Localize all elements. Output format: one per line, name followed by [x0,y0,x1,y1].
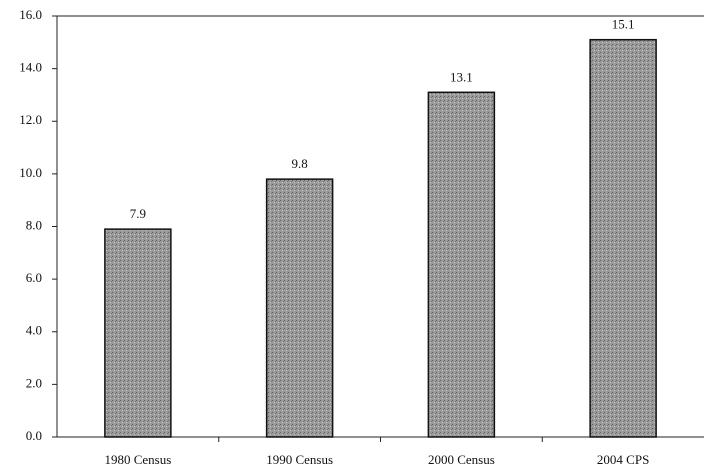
x-tick-label: 2000 Census [428,452,495,467]
x-tick-label: 1980 Census [104,452,171,467]
bar [265,178,334,438]
y-tick-label: 2.0 [26,375,42,390]
value-label: 15.1 [612,17,635,32]
value-label: 13.1 [450,69,473,84]
bar [104,228,172,438]
bar [589,38,657,438]
value-label: 7.9 [130,206,146,221]
y-tick-label: 8.0 [26,217,42,232]
y-tick-label: 0.0 [26,428,42,443]
y-tick-label: 14.0 [19,60,42,75]
x-tick-label: 1990 Census [266,452,333,467]
y-tick-label: 12.0 [19,112,42,127]
y-tick-label: 6.0 [26,270,42,285]
y-tick-label: 4.0 [26,323,42,338]
y-tick-label: 16.0 [19,7,42,22]
x-tick-label: 2004 CPS [597,452,649,467]
bar [427,91,496,438]
y-tick-label: 10.0 [19,165,42,180]
value-label: 9.8 [292,156,308,171]
